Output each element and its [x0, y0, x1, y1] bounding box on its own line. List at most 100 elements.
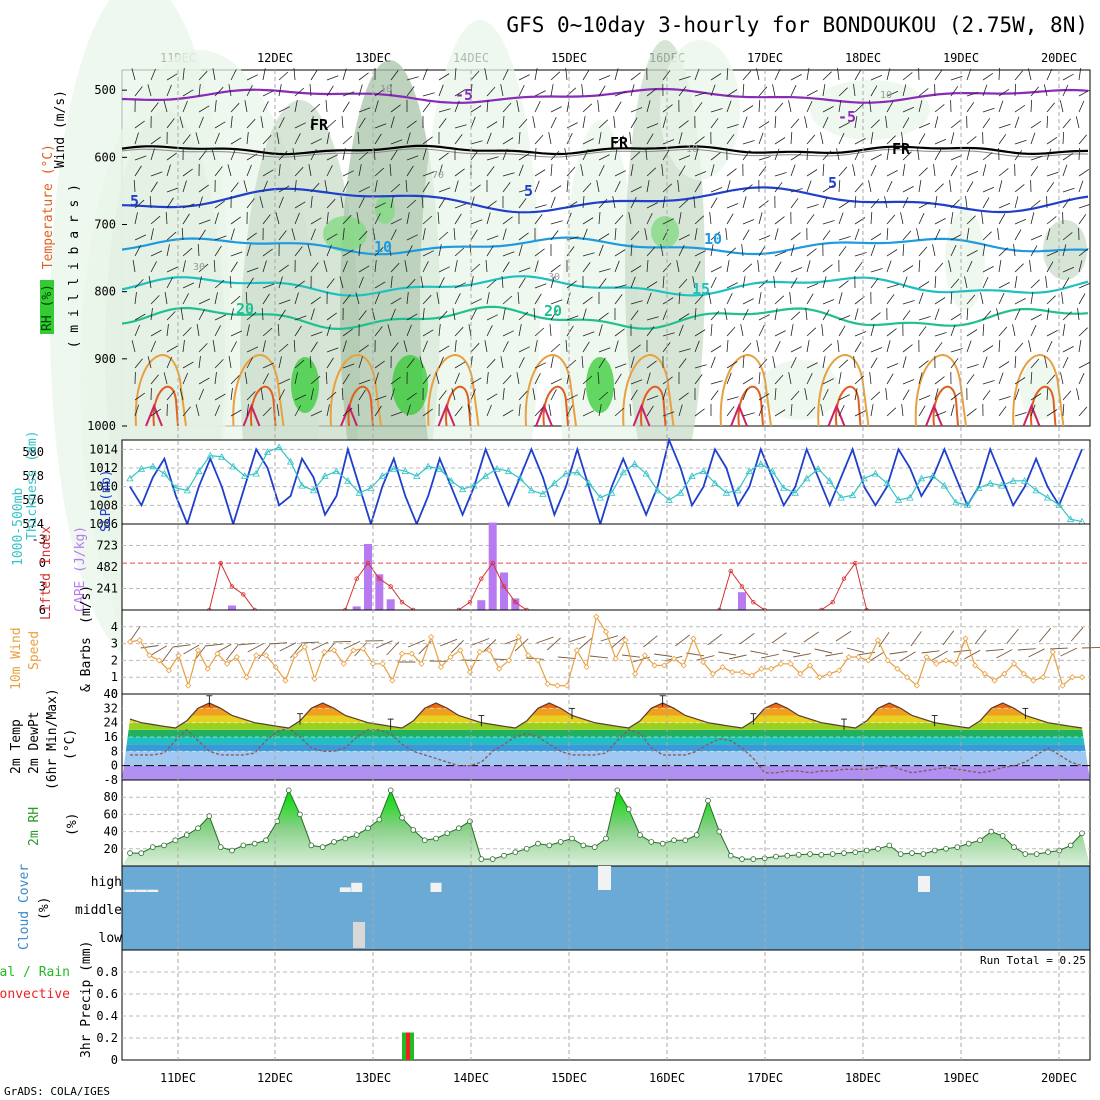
- wind-barb: [950, 165, 958, 177]
- wind-barb: [134, 324, 141, 337]
- wind-speed-point: [525, 652, 532, 659]
- wind-barb: [358, 356, 363, 369]
- wind-barb: [774, 102, 784, 113]
- wind-barb: [998, 326, 1008, 337]
- wind-barb: [774, 341, 781, 353]
- cape-tick: 482: [96, 560, 118, 574]
- rh-point: [217, 844, 224, 850]
- wind-speed-point: [709, 670, 716, 677]
- rh-point: [591, 844, 598, 850]
- wind-barb: [902, 106, 915, 113]
- wind-speed-point: [340, 660, 347, 667]
- rh-point: [274, 818, 281, 825]
- upper-ylabel-unit: ( m i l l i b a r s ): [67, 184, 82, 348]
- surface-wind-barb: [621, 654, 640, 658]
- li-point: [377, 576, 382, 581]
- surface-wind-barb: [247, 643, 264, 653]
- wind-barb: [742, 342, 752, 353]
- wind-barb: [582, 388, 586, 401]
- wind-barb: [710, 231, 721, 241]
- wind-barb: [774, 409, 786, 417]
- wind-barb: [262, 327, 273, 337]
- wind-barb: [422, 250, 434, 257]
- wind-barb: [134, 292, 137, 305]
- wind-frame: [121, 609, 1091, 695]
- wind-barb: [838, 280, 849, 289]
- wind-barb: [902, 300, 915, 305]
- wind-barb: [790, 311, 801, 321]
- rh-contour-label: 30: [548, 272, 560, 283]
- wind-barb: [630, 107, 643, 113]
- wind-speed-point: [437, 664, 444, 671]
- cape-bar: [738, 592, 746, 610]
- thickness-point: [791, 488, 799, 496]
- surface-wind-barb: [301, 641, 320, 644]
- wind-speed-point: [301, 643, 308, 651]
- wind-barb: [982, 310, 992, 321]
- wind-barb: [757, 260, 760, 273]
- wind-barb: [950, 324, 956, 337]
- wind-barb: [886, 170, 898, 177]
- rh-point: [977, 837, 983, 843]
- wind-barb: [950, 212, 954, 225]
- li-point: [739, 584, 745, 589]
- wind-barb: [358, 72, 369, 81]
- wind-barb: [950, 132, 955, 145]
- rh-point: [931, 847, 938, 854]
- top-date-label: 12DEC: [257, 51, 293, 65]
- wind-barb: [326, 198, 336, 209]
- wind-barb: [918, 100, 923, 113]
- wind-speed-point: [758, 665, 765, 672]
- wind-barb: [694, 250, 706, 257]
- wind-barb: [451, 388, 456, 401]
- wind-speed-point: [933, 660, 940, 667]
- wind-barb: [1014, 276, 1018, 289]
- wind-barb: [742, 298, 754, 305]
- wind-barb: [854, 182, 864, 193]
- wind-speed-point: [156, 657, 163, 664]
- wind-barb: [854, 308, 859, 321]
- wind-barb: [486, 121, 498, 129]
- thickness-point: [126, 474, 134, 482]
- wind-barb: [470, 196, 475, 209]
- wind-barb: [550, 220, 563, 225]
- surface-wind-barb: [910, 631, 922, 647]
- wind-barb: [310, 228, 316, 241]
- wind-barb: [1062, 197, 1071, 209]
- wind-barb: [772, 84, 776, 97]
- wind-barb: [614, 373, 622, 385]
- wind-barb: [230, 409, 242, 417]
- wind-barb: [758, 314, 770, 321]
- wind-barb: [518, 267, 531, 273]
- isotherm-label: FR: [610, 134, 629, 152]
- wind-barb: [326, 85, 334, 97]
- wind-barb: [1062, 73, 1074, 81]
- wind-barb: [966, 68, 972, 81]
- wind-barb: [326, 75, 339, 81]
- thickness-point: [803, 474, 811, 482]
- wind-barb: [244, 372, 248, 385]
- wind-barb: [230, 341, 237, 353]
- wind-barb: [630, 197, 637, 209]
- wind-barb: [982, 197, 990, 209]
- wind-barb: [518, 164, 524, 177]
- wind-barb: [804, 388, 808, 401]
- wind-barb: [342, 148, 346, 161]
- wind-barb: [1046, 330, 1058, 337]
- wind-barb: [310, 375, 321, 385]
- wind-barb: [502, 261, 510, 273]
- wind-barb: [677, 180, 680, 193]
- wind-barb: [390, 139, 403, 145]
- cloud-bar-low: [353, 922, 365, 948]
- wind-barb: [1062, 277, 1070, 289]
- wind-barb: [742, 412, 755, 417]
- wind-barb: [774, 251, 787, 257]
- surface-wind-barb: [225, 645, 238, 661]
- rh-point: [1011, 844, 1017, 850]
- wind-barb: [1062, 84, 1069, 97]
- wind-barb: [404, 260, 408, 273]
- wind-barb: [278, 356, 282, 369]
- precip-panel: 0.80.60.40.20 Run Total = 0.25 Total / R…: [0, 941, 1091, 1067]
